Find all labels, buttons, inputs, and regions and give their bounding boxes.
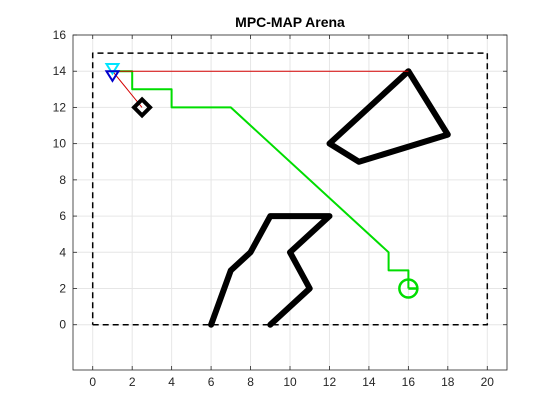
y-tick-label: 4 [59, 245, 66, 259]
axes: 0 2 4 6 8 10 12 14 16 18 20 0 2 4 6 8 10 12 14 16 [53, 28, 508, 389]
obstacle-line [208, 213, 333, 328]
y-tick-label: 14 [53, 64, 67, 78]
direct-line-line [112, 70, 143, 108]
x-tick-label: 0 [89, 375, 96, 389]
series-layer [91, 52, 489, 328]
x-tick-label: 18 [441, 375, 455, 389]
robot-estimate-marker [104, 70, 121, 83]
y-tick-label: 6 [59, 209, 66, 223]
x-tick-label: 10 [283, 375, 297, 389]
y-tick-label: 16 [53, 28, 67, 42]
marker-layer [104, 62, 419, 299]
x-tick-label: 14 [362, 375, 376, 389]
y-tick-label: 2 [59, 282, 66, 296]
y-tick-label: 10 [53, 137, 67, 151]
x-tick-label: 6 [208, 375, 215, 389]
arena-boundary-line [91, 52, 489, 326]
robot-pose-marker [104, 62, 121, 76]
planned-path-line [112, 70, 410, 289]
chart-title: MPC-MAP Arena [235, 14, 345, 30]
x-tick-label: 20 [481, 375, 495, 389]
y-tick-label: 8 [59, 173, 66, 187]
start-marker [131, 96, 153, 119]
obstacle-line [326, 68, 451, 165]
y-tick-label: 0 [59, 318, 66, 332]
x-tick-label: 8 [247, 375, 254, 389]
x-tick-label: 12 [323, 375, 337, 389]
x-tick-label: 4 [168, 375, 175, 389]
y-tick-label: 12 [53, 100, 67, 114]
x-tick-label: 2 [129, 375, 136, 389]
x-tick-label: 16 [402, 375, 416, 389]
